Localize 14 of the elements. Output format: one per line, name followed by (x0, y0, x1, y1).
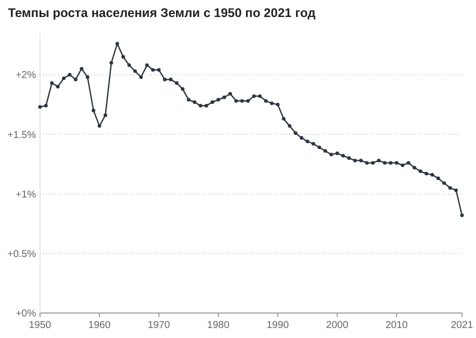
y-tick-label: +0% (16, 308, 36, 320)
y-tick-label: +2% (16, 70, 36, 82)
x-tick-label: 1970 (148, 320, 170, 331)
y-tick-label: +1.5% (7, 130, 36, 141)
x-tick-label: 1990 (266, 320, 290, 331)
x-tick-label: 2000 (326, 320, 349, 331)
x-tick-label: 2010 (385, 320, 408, 331)
x-tick-label: 1980 (207, 320, 230, 331)
chart-title: Темпы роста населения Земли с 1950 по 2021 год (8, 6, 316, 20)
y-tick-label: +1% (16, 189, 36, 200)
x-tick-label: 1960 (88, 320, 111, 331)
x-tick-label: 2021 (450, 320, 474, 331)
y-tick-label: +0.5% (7, 248, 36, 260)
x-tick-label: 1950 (28, 320, 52, 331)
